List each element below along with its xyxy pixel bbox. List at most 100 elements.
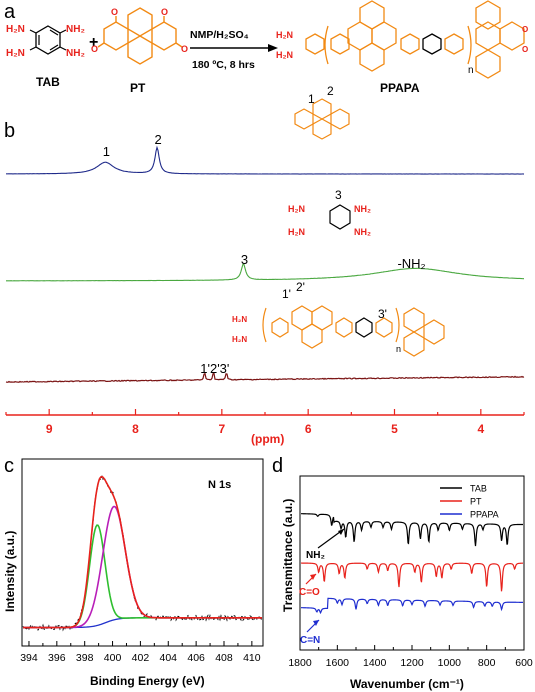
- nmr-peak-label-3: 3: [241, 252, 248, 267]
- pt-o-1: O: [111, 7, 118, 17]
- ppapa-inset-h2n-top: H₂N: [232, 315, 247, 324]
- pt-structure-label-2: 2: [327, 84, 334, 98]
- xps-envelope: [23, 475, 262, 629]
- tab-inset-structure: [329, 204, 351, 230]
- ppapa-h2n-bottom: H₂N: [276, 50, 293, 60]
- xps-x-axis: 394 396 398 400 402 404 406 408 410: [20, 641, 261, 664]
- ftir-tick-label: 1000: [438, 657, 462, 669]
- ftir-tick-label: 1800: [288, 657, 312, 669]
- panel-letter-a: a: [4, 1, 16, 23]
- ppapa-o-bottom: O: [522, 45, 528, 54]
- ppapa-structure-label-3p: 3': [378, 307, 387, 321]
- nmr-tick-label: 9: [46, 422, 53, 436]
- nmr-tick-label: 5: [391, 422, 398, 436]
- ppapa-o-top: O: [522, 25, 528, 34]
- ftir-x-axis: 1800 1600 1400 1200 1000 800 600: [288, 645, 533, 669]
- xps-tick-label: 408: [215, 652, 233, 664]
- ftir-tick-label: 1600: [326, 657, 350, 669]
- ftir-plot-frame: [299, 475, 525, 651]
- pt-inset-structure: [294, 98, 350, 140]
- xps-plot-frame: [21, 458, 264, 647]
- ppapa-structure: H₂N H₂N n O O PPAPA: [276, 0, 528, 95]
- ftir-spectrum-tab: [300, 513, 524, 547]
- xps-tick-label: 402: [132, 652, 150, 664]
- ftir-x-axis-label: Wavenumber (cm⁻¹): [350, 677, 464, 691]
- ftir-panel: 1800 1600 1400 1200 1000 800 600 TAB PT PPAPA Wa…: [281, 475, 533, 691]
- ftir-arrow-co-head: [310, 574, 316, 580]
- pt-structure-label-1: 1: [308, 92, 315, 106]
- tab-h2n-top-left: H₂N: [6, 24, 25, 35]
- ftir-legend-label: PT: [470, 497, 482, 507]
- ftir-tick-label: 1400: [363, 657, 387, 669]
- xps-panel: 394 396 398 400 402 404 406 408 410 N 1s Binding…: [3, 458, 264, 688]
- xps-raw-data: [22, 474, 263, 632]
- tab-inset-h2n-bottom: H₂N: [288, 227, 305, 237]
- xps-tick-label: 394: [20, 652, 38, 664]
- pt-label: PT: [130, 81, 146, 95]
- xps-curves: [22, 474, 263, 632]
- ftir-curves: [300, 513, 524, 615]
- ftir-tick-label: 1200: [400, 657, 424, 669]
- xps-tick-label: 404: [160, 652, 178, 664]
- conditions-solvent: NMP/H₂SO₄: [190, 29, 249, 41]
- nmr-spectra: 1 2 3 -NH₂ 1'2'3': [5, 132, 525, 383]
- ppapa-inset-structure: [262, 305, 445, 357]
- nmr-peak-label-nh2: -NH₂: [397, 256, 425, 271]
- panel-letter-d: d: [272, 455, 283, 477]
- pt-o-3: O: [91, 44, 98, 54]
- xps-x-axis-label: Binding Energy (eV): [90, 674, 205, 688]
- xps-tick-label: 406: [187, 652, 205, 664]
- ftir-tick-label: 800: [478, 657, 496, 669]
- xps-tick-label: 396: [48, 652, 66, 664]
- tab-structure: NH₂ NH₂ H₂N H₂N TAB: [6, 24, 85, 89]
- ftir-annotation-co: C=O: [299, 587, 320, 598]
- nmr-x-axis-label: (ppm): [251, 432, 284, 446]
- nmr-peak-label-ppapa: 1'2'3': [200, 361, 229, 376]
- nmr-spectrum-ppapa: [5, 372, 525, 383]
- ftir-spectrum-ppapa: [300, 597, 524, 615]
- ftir-spectrum-pt: [301, 562, 524, 592]
- pt-o-4: O: [181, 44, 188, 54]
- ftir-annotation-nh2: NH₂: [306, 550, 325, 561]
- nmr-spectrum-tab: [5, 263, 525, 282]
- reaction-scheme: NH₂ NH₂ H₂N H₂N TAB + O O O O PT NMP/H₂S…: [6, 0, 528, 95]
- xps-y-axis-label: Intensity (a.u.): [3, 531, 17, 612]
- ftir-legend-label: TAB: [470, 484, 487, 494]
- ppapa-label: PPAPA: [380, 81, 420, 95]
- ppapa-h2n-top: H₂N: [276, 30, 293, 40]
- ppapa-structure-label-2p: 2': [296, 280, 305, 294]
- ftir-arrow-nh2-head: [338, 529, 344, 535]
- ppapa-inset-h2n-bottom: H₂N: [232, 335, 247, 344]
- nmr-x-axis: 9 8 7 6 5 4: [5, 409, 525, 436]
- ftir-legend: TAB PT PPAPA: [440, 484, 499, 520]
- xps-tick-label: 398: [76, 652, 94, 664]
- tab-structure-label-3: 3: [335, 188, 342, 202]
- xps-tick-label: 410: [243, 652, 261, 664]
- ppapa-inset-n-index: n: [396, 344, 401, 354]
- nmr-tick-label: 7: [218, 422, 225, 436]
- nmr-tick-label: 4: [477, 422, 484, 436]
- nmr-peak-label-2: 2: [154, 132, 161, 147]
- ftir-arrow-cn-head: [313, 620, 319, 626]
- xps-title: N 1s: [208, 479, 231, 491]
- pt-structure: [97, 7, 183, 65]
- reaction-arrow-head: [268, 44, 278, 52]
- nmr-spectrum-pt: [5, 145, 525, 175]
- nmr-peak-label-1: 1: [103, 144, 110, 159]
- xps-tick-label: 400: [104, 652, 122, 664]
- tab-inset-nh2-bottom: NH₂: [354, 227, 371, 237]
- ppapa-n-index: n: [468, 65, 474, 76]
- nmr-tick-label: 8: [132, 422, 139, 436]
- xps-component-2: [23, 505, 262, 629]
- tab-h2n-bottom-left: H₂N: [6, 48, 25, 59]
- tab-nh2-bottom-right: NH₂: [66, 48, 85, 59]
- tab-nh2-top-right: NH₂: [66, 24, 85, 35]
- pt-o-2: O: [161, 7, 168, 17]
- ftir-annotation-cn: C=N: [300, 635, 320, 646]
- nmr-tick-label: 6: [305, 422, 312, 436]
- tab-inset-h2n-top: H₂N: [288, 204, 305, 214]
- tab-label: TAB: [36, 75, 60, 89]
- panel-letter-c: c: [4, 455, 14, 477]
